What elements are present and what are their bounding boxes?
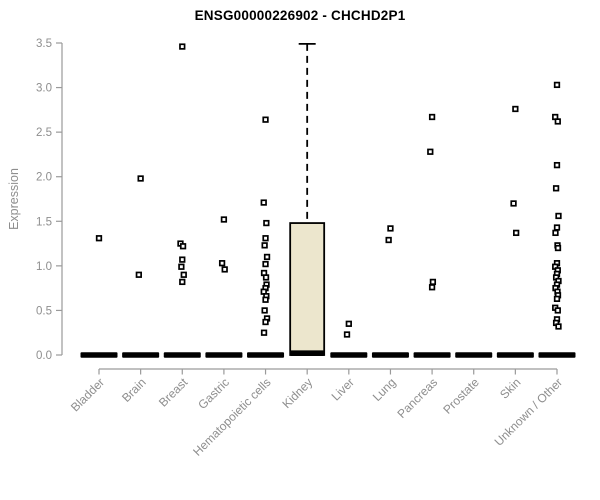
data-point xyxy=(385,236,392,244)
x-tick-label: Prostate xyxy=(440,375,482,417)
x-tick-label: Liver xyxy=(329,375,357,403)
data-point xyxy=(180,271,187,278)
data-point xyxy=(554,118,561,125)
y-tick-label: 1.5 xyxy=(36,216,52,228)
data-point xyxy=(262,318,269,326)
median-bar xyxy=(163,352,201,358)
data-point xyxy=(262,235,269,242)
y-tick-label: 2.5 xyxy=(36,127,52,139)
data-point xyxy=(427,148,434,155)
chart-title: ENSG00000226902 - CHCHD2P1 xyxy=(194,8,406,23)
data-point xyxy=(95,235,103,242)
data-point xyxy=(179,278,186,286)
data-point xyxy=(179,256,186,263)
x-tick-label: Gastric xyxy=(195,375,232,412)
data-point xyxy=(510,200,517,207)
y-tick-label: 3.5 xyxy=(36,38,52,50)
median-bar xyxy=(122,352,160,358)
y-tick-label: 2.0 xyxy=(36,172,52,184)
data-point xyxy=(512,105,519,113)
data-point xyxy=(554,307,561,314)
median-bar xyxy=(290,350,325,357)
x-tick-label: Brain xyxy=(119,375,149,405)
data-point xyxy=(179,43,186,50)
data-point xyxy=(220,216,228,223)
median-bar xyxy=(330,352,368,358)
median-bar xyxy=(247,352,285,358)
median-bar xyxy=(371,352,409,358)
y-tick-label: 0.0 xyxy=(36,350,52,362)
data-point xyxy=(513,229,520,237)
median-bar xyxy=(538,352,576,358)
data-point xyxy=(218,260,226,267)
x-tick-label: Skin xyxy=(497,375,523,401)
x-tick-label: Kidney xyxy=(279,375,315,411)
data-point xyxy=(262,274,270,281)
data-point xyxy=(345,320,352,327)
data-point xyxy=(262,260,269,268)
data-point xyxy=(343,331,351,338)
data-point xyxy=(552,229,559,237)
data-point xyxy=(179,243,187,250)
data-point xyxy=(178,263,185,270)
data-point xyxy=(135,271,142,278)
data-point xyxy=(552,185,560,192)
x-tick-label: Lung xyxy=(370,375,399,404)
data-point xyxy=(553,81,561,89)
data-point xyxy=(555,323,562,330)
box-kidney xyxy=(289,222,326,356)
y-tick-label: 0.5 xyxy=(36,305,52,317)
median-bar xyxy=(496,352,534,358)
data-point xyxy=(261,242,268,249)
x-tick-label: Pancreas xyxy=(394,375,440,421)
median-bar xyxy=(80,352,118,358)
data-point xyxy=(262,116,269,123)
data-point xyxy=(137,175,144,182)
data-point xyxy=(262,296,269,303)
x-tick-label: Hematopoietic cells xyxy=(190,375,273,458)
data-point xyxy=(554,244,562,252)
data-point xyxy=(221,266,228,273)
data-point xyxy=(387,225,394,232)
data-point xyxy=(261,307,268,314)
data-point xyxy=(553,295,561,302)
data-point xyxy=(428,284,436,291)
median-bar xyxy=(205,352,243,358)
y-tick-label: 1.0 xyxy=(36,261,52,273)
x-tick-label: Breast xyxy=(156,375,191,410)
median-bar xyxy=(455,352,493,358)
data-point xyxy=(429,278,437,286)
median-bar xyxy=(413,352,451,358)
data-point xyxy=(555,212,562,220)
data-point xyxy=(553,224,561,231)
data-point xyxy=(263,253,271,261)
y-tick-label: 3.0 xyxy=(36,83,52,95)
data-point xyxy=(260,329,268,336)
data-point xyxy=(553,161,561,169)
x-tick-label: Bladder xyxy=(68,375,107,414)
data-point xyxy=(428,113,436,121)
data-point xyxy=(263,219,270,227)
data-point xyxy=(260,199,267,206)
